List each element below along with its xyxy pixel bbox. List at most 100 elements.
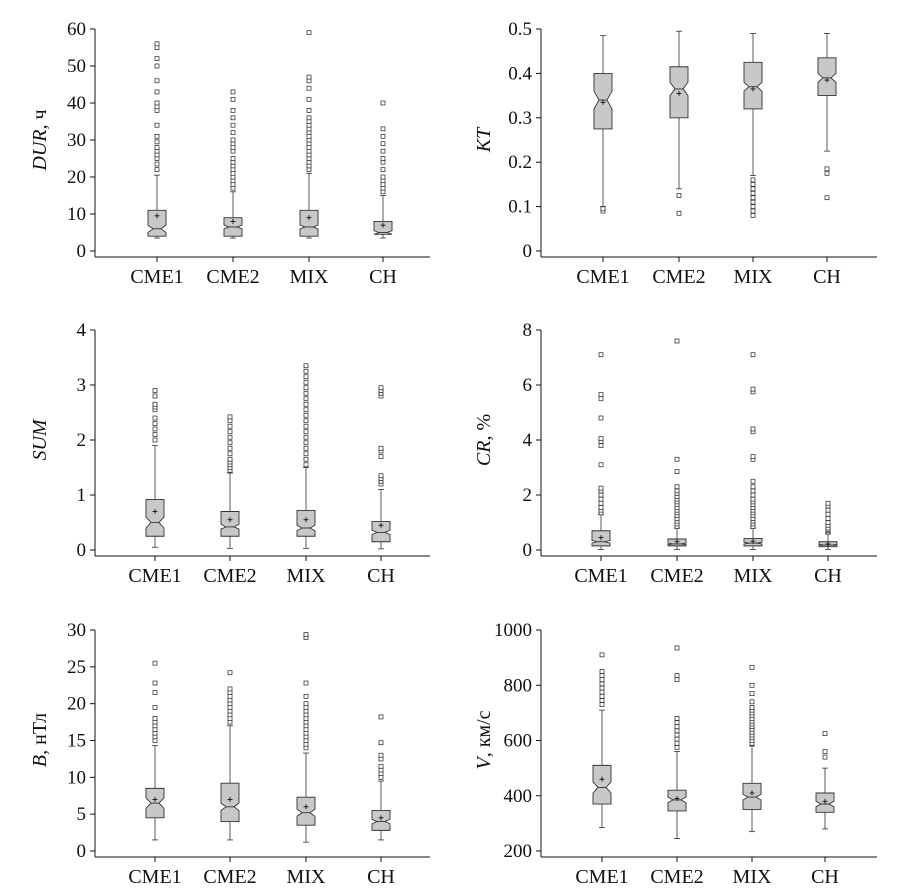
outlier-point xyxy=(599,689,605,695)
y-axis-label-main: B xyxy=(29,755,51,767)
axes xyxy=(536,629,877,858)
outlier-point xyxy=(227,434,233,440)
outlier-point xyxy=(303,418,309,424)
outlier-point xyxy=(380,148,386,154)
outlier-point xyxy=(306,96,312,102)
category-label: CH xyxy=(814,565,842,587)
box-mix xyxy=(296,632,316,843)
outlier-point xyxy=(227,414,233,420)
outlier-point xyxy=(303,701,309,707)
notched-box xyxy=(371,520,391,543)
outlier-point xyxy=(825,500,831,506)
category-label: CME2 xyxy=(203,565,256,587)
notched-box xyxy=(742,782,762,811)
outlier-point xyxy=(674,338,680,344)
outlier-point xyxy=(750,213,756,218)
chart-panel-4: 0 5 10 15 20 25 30 CME1 CME2 MIX CH B, нТл xyxy=(29,620,430,888)
outlier-point xyxy=(230,122,236,128)
y-tick-label: 30 xyxy=(67,620,86,641)
outlier-point xyxy=(750,204,756,209)
outlier-point xyxy=(152,388,158,393)
outlier-point xyxy=(825,507,831,513)
outlier-point xyxy=(154,145,160,150)
y-tick-label: 0 xyxy=(523,241,533,262)
outlier-point xyxy=(750,484,756,490)
outlier-point xyxy=(825,520,831,525)
y-tick-label: 2 xyxy=(77,430,87,451)
outlier-point xyxy=(230,130,236,135)
outlier-point xyxy=(152,680,158,686)
y-tick-label: 400 xyxy=(504,786,533,807)
outlier-point xyxy=(303,445,309,451)
outlier-point xyxy=(380,174,386,180)
notched-box xyxy=(220,782,240,822)
outlier-point xyxy=(822,749,828,754)
outlier-point xyxy=(152,716,158,721)
y-axis-label-main: DUR xyxy=(29,129,51,171)
outlier-point xyxy=(230,108,236,113)
outlier-point xyxy=(378,473,384,479)
outlier-point xyxy=(750,426,756,432)
box-cme2 xyxy=(667,338,687,550)
outlier-point xyxy=(152,415,158,421)
y-tick-label: 4 xyxy=(523,430,533,451)
y-tick-label: 3 xyxy=(77,375,87,396)
y-tick-label: 0.5 xyxy=(508,19,532,40)
y-axis-label: V, км/с xyxy=(473,710,495,769)
outlier-point xyxy=(378,454,384,459)
outlier-point xyxy=(154,78,160,84)
category-label: CME2 xyxy=(206,266,259,288)
outlier-point xyxy=(749,682,755,688)
outlier-point xyxy=(154,161,160,167)
outlier-point xyxy=(303,423,309,429)
box-cme1 xyxy=(592,652,612,828)
y-axis-label: KT xyxy=(473,126,495,153)
outlier-point xyxy=(378,714,384,720)
outlier-point xyxy=(824,166,830,172)
y-tick-label: 0.2 xyxy=(508,152,532,173)
outlier-point xyxy=(303,462,309,468)
category-label: CME1 xyxy=(130,266,183,288)
outlier-point xyxy=(825,511,831,517)
outlier-point xyxy=(750,386,756,392)
outlier-point xyxy=(378,763,384,769)
y-axis-label-unit: , нТл xyxy=(29,713,51,755)
outlier-point xyxy=(598,462,604,468)
outlier-point xyxy=(303,451,309,457)
outlier-point xyxy=(154,139,160,145)
outlier-point xyxy=(750,208,756,214)
category-label: CH xyxy=(367,565,395,587)
outlier-point xyxy=(600,206,606,212)
box-cme1 xyxy=(147,41,167,239)
outlier-point xyxy=(674,716,680,721)
box-mix xyxy=(299,30,319,239)
y-tick-label: 2 xyxy=(523,485,533,506)
outlier-point xyxy=(227,686,233,692)
outlier-point xyxy=(599,693,605,699)
y-tick-label: 50 xyxy=(67,56,86,77)
box-cme1 xyxy=(593,35,613,214)
outlier-point xyxy=(598,392,604,397)
outlier-point xyxy=(303,680,309,686)
outlier-point xyxy=(306,108,312,113)
outlier-point xyxy=(598,352,604,358)
outlier-point xyxy=(674,469,680,474)
outlier-point xyxy=(152,393,158,399)
category-label: CME1 xyxy=(575,866,628,888)
outlier-point xyxy=(230,115,236,121)
outlier-point xyxy=(599,652,605,658)
box-ch xyxy=(371,385,391,550)
box-ch xyxy=(373,100,393,239)
outlier-point xyxy=(378,445,384,451)
outlier-point xyxy=(227,423,233,429)
category-label: CME2 xyxy=(652,266,705,288)
category-label: CME1 xyxy=(576,266,629,288)
outlier-point xyxy=(154,56,160,61)
outlier-point xyxy=(599,702,605,707)
y-tick-label: 15 xyxy=(67,731,86,752)
y-tick-label: 800 xyxy=(504,675,533,696)
notched-box xyxy=(296,509,316,537)
outlier-point xyxy=(598,443,604,448)
outlier-point xyxy=(303,379,309,385)
outlier-point xyxy=(599,677,605,683)
